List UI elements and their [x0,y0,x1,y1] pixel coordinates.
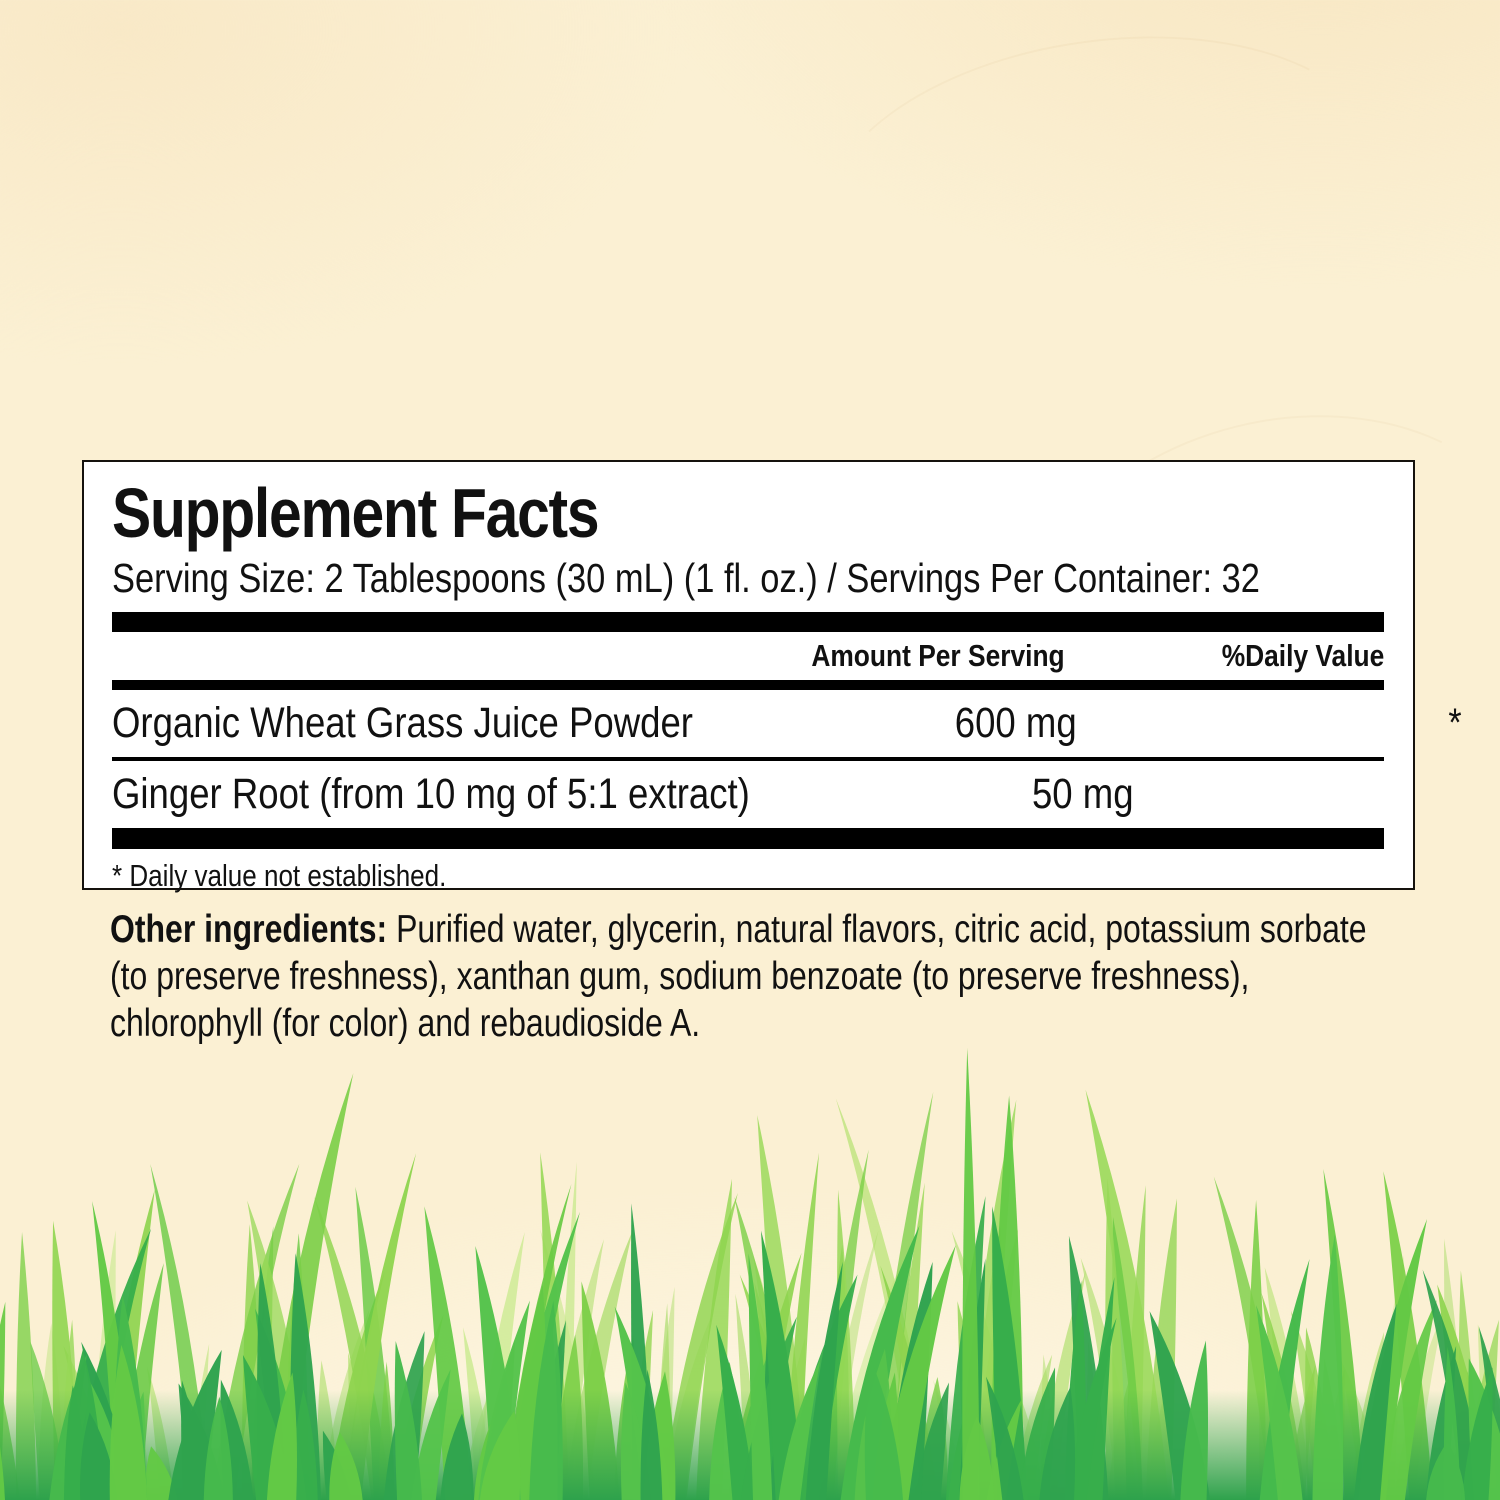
ingredient-daily-value: * [1448,701,1462,746]
table-row: Ginger Root (from 10 mg of 5:1 extract) … [112,761,1384,828]
table-row: Organic Wheat Grass Juice Powder 600 mg … [112,690,1462,757]
supplement-facts-title: Supplement Facts [112,474,1384,552]
table-header-row: Amount Per Serving %Daily Value [112,632,1384,680]
parchment-texture-swirl [801,2,1403,382]
serving-info: Serving Size: 2 Tablespoons (30 mL) (1 f… [112,556,1384,601]
ingredient-name: Ginger Root (from 10 mg of 5:1 extract) [112,770,750,819]
daily-value-footnote: * Daily value not established. [112,858,447,894]
serving-info-text: Serving Size: 2 Tablespoons (30 mL) (1 f… [112,555,1260,602]
row-divider-rule [112,757,1384,762]
ingredient-amount: 50 mg [1031,770,1134,819]
ingredient-name: Organic Wheat Grass Juice Powder [112,699,693,748]
other-ingredients-line: (to preserve freshness), xanthan gum, so… [110,955,1250,998]
supplement-facts-panel: Supplement Facts Serving Size: 2 Tablesp… [82,460,1462,893]
other-ingredients-paragraph: Other ingredients: Purified water, glyce… [110,906,1450,1047]
other-ingredients-label: Other ingredients: [110,908,388,951]
other-ingredients-line: Other ingredients: Purified water, glyce… [110,906,1450,953]
ingredient-daily-value: * [1302,772,1500,817]
ingredient-amount: 600 mg [954,699,1077,748]
divider-bar-thin [112,680,1384,691]
wheatgrass-illustration [0,1048,1500,1500]
other-ingredients-line: chlorophyll (for color) and rebaudioside… [110,1002,701,1045]
other-ingredients-text: Purified water, glycerin, natural flavor… [387,908,1367,951]
divider-bar-thick [112,612,1384,633]
column-header-daily-value: %Daily Value [1221,638,1384,674]
divider-bar-thick [112,828,1384,850]
column-header-amount: Amount Per Serving [811,638,1065,674]
supplement-facts-title-text: Supplement Facts [112,474,600,552]
